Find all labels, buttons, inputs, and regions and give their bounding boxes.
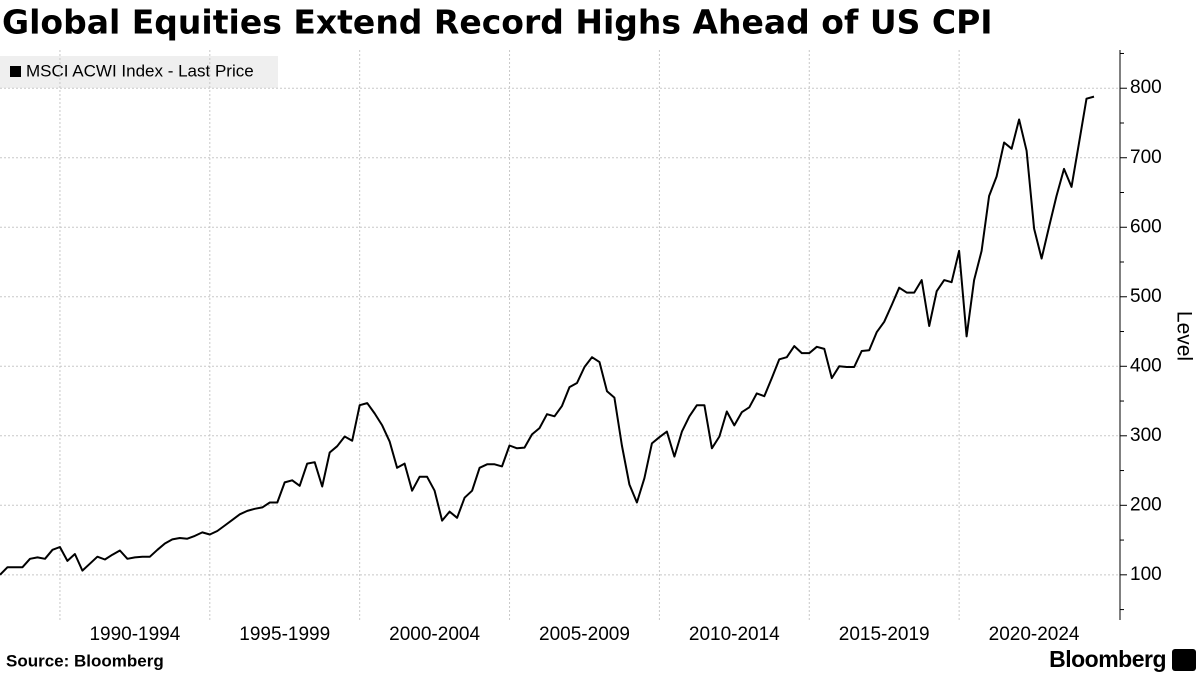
x-tick-label: 2005-2009 (539, 624, 630, 645)
x-tick-label: 2010-2014 (689, 624, 780, 645)
y-tick-label: 800 (1130, 77, 1162, 98)
x-tick-label: 1995-1999 (239, 624, 330, 645)
y-axis-label: Level (1172, 311, 1195, 361)
x-tick-label: 2000-2004 (389, 624, 480, 645)
y-tick-label: 200 (1130, 494, 1162, 515)
brand-icon (1172, 649, 1196, 671)
y-tick-label: 600 (1130, 216, 1162, 237)
x-tick-label: 2020-2024 (989, 624, 1080, 645)
x-tick-label: 1990-1994 (89, 624, 180, 645)
legend-box (0, 56, 278, 88)
chart-title: Global Equities Extend Record Highs Ahea… (2, 3, 993, 42)
y-tick-label: 400 (1130, 355, 1162, 376)
y-tick-label: 300 (1130, 425, 1162, 446)
series-line (0, 95, 1095, 576)
legend-label: MSCI ACWI Index - Last Price (26, 61, 254, 80)
y-tick-label: 700 (1130, 147, 1162, 168)
source: Source: Bloomberg (6, 651, 164, 670)
brand-logo: Bloomberg (1049, 646, 1166, 672)
y-tick-label: 500 (1130, 286, 1162, 307)
x-tick-label: 2015-2019 (839, 624, 930, 645)
legend-swatch (10, 66, 21, 77)
y-tick-label: 100 (1130, 564, 1162, 585)
